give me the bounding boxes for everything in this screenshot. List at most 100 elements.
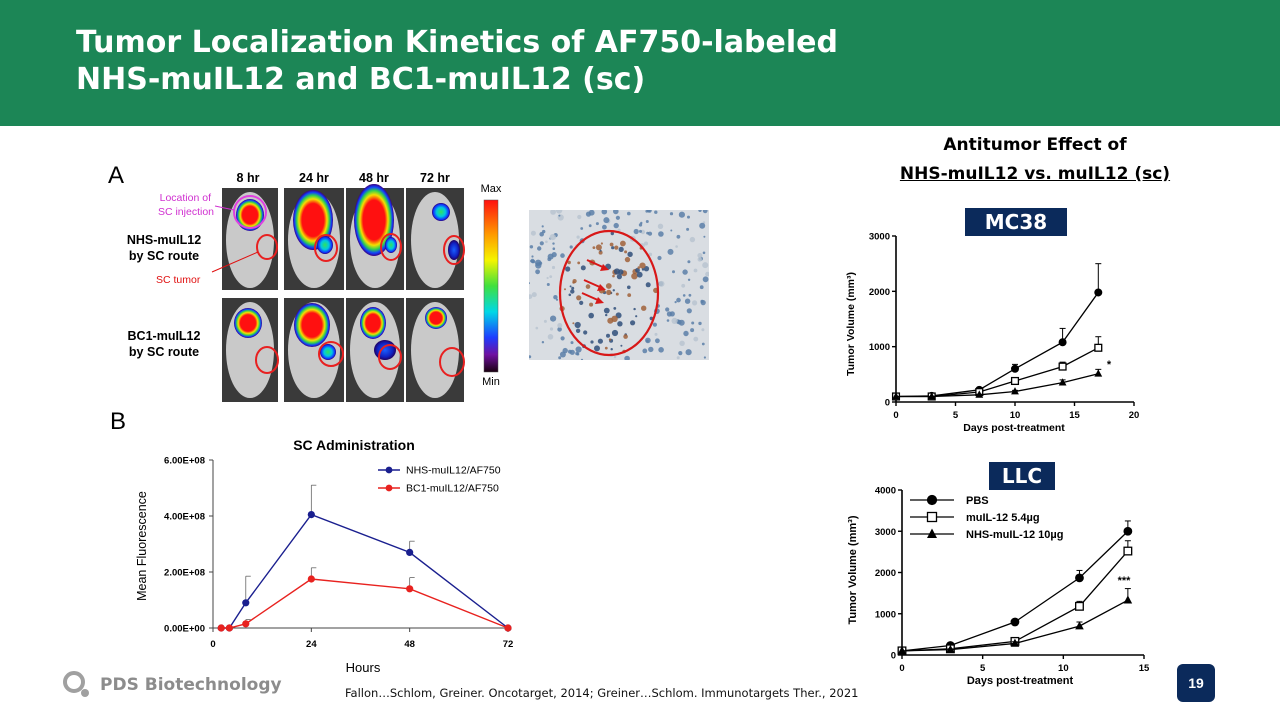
tissue-cell (537, 246, 542, 251)
tissue-cell (529, 294, 533, 299)
tissue-cell (627, 293, 632, 297)
tissue-cell (613, 355, 617, 359)
data-point (926, 511, 938, 523)
legend-label: NHS-muIL-12 10µg (966, 529, 1063, 541)
x-tick-label: 10 (1058, 663, 1069, 674)
color-scale-bar (483, 199, 499, 373)
tissue-cell (609, 242, 614, 247)
x-tick-label: 10 (1010, 410, 1021, 421)
tissue-cell (648, 252, 653, 257)
y-tick-label: 1000 (875, 609, 896, 620)
tissue-cell (697, 257, 702, 262)
tissue-cell (689, 236, 696, 243)
tissue-cell (647, 231, 653, 236)
tissue-cell (606, 333, 610, 338)
tissue-cell (568, 293, 572, 297)
series-line (901, 550, 1129, 652)
tissue-cell (557, 323, 563, 328)
tissue-cell (557, 327, 562, 332)
data-point (504, 624, 512, 632)
tissue-cell (652, 322, 657, 327)
data-point (897, 646, 907, 655)
tissue-cell (682, 269, 688, 275)
data-point (927, 392, 936, 400)
tissue-cell (671, 317, 678, 324)
tissue-cell (670, 229, 673, 232)
tissue-cell (583, 330, 588, 335)
y-tick-label: 3000 (869, 232, 890, 243)
tissue-cell (543, 319, 547, 323)
tissue-cell (666, 319, 670, 322)
y-tick-label: 4.00E+08 (164, 512, 205, 523)
tissue-cell (676, 297, 681, 303)
mouse-image-bc1-24hr (284, 298, 344, 402)
series-line (896, 347, 1099, 398)
tissue-cell (688, 293, 692, 297)
tissue-cell (620, 240, 626, 247)
y-tick-label: 2.00E+08 (164, 568, 205, 579)
tissue-cell (633, 228, 639, 235)
tissue-cell (654, 210, 658, 214)
tissue-cell (639, 262, 646, 269)
tissue-cell (576, 235, 580, 239)
tissue-cell (667, 248, 674, 255)
tissue-cell (568, 349, 572, 354)
tumor-circle (255, 346, 279, 374)
tissue-cell (698, 210, 702, 212)
tissue-cell (576, 295, 582, 301)
tissue-cell (615, 215, 620, 220)
tissue-cell (679, 340, 685, 346)
data-point (1058, 362, 1067, 371)
tissue-cell (530, 230, 536, 236)
tissue-cell (682, 294, 686, 297)
series-line (901, 530, 1129, 652)
tumor-circle (256, 234, 278, 260)
tissue-cell (686, 308, 692, 314)
tissue-cell (602, 224, 607, 230)
tissue-cell (676, 234, 681, 239)
tissue-cell (678, 211, 685, 218)
tissue-cell (558, 214, 561, 217)
y-tick-label: 2000 (869, 287, 890, 298)
tissue-cell (541, 225, 544, 228)
tissue-cell (658, 347, 664, 353)
legend-label: NHS-muIL12/AF750 (406, 465, 501, 477)
tissue-cell (605, 283, 612, 289)
tumor-annotation: SC tumor (156, 274, 201, 286)
tumor-circle (443, 235, 465, 265)
tissue-cell (613, 210, 619, 215)
tissue-cell (574, 321, 581, 329)
tissue-cell (569, 245, 573, 249)
y-axis-label: Mean Fluorescence (135, 491, 149, 601)
x-tick-label: 0 (893, 410, 898, 421)
x-axis-label: Days post-treatment (967, 675, 1074, 687)
tissue-cell (598, 250, 603, 255)
data-point (892, 392, 900, 400)
x-tick-label: 48 (404, 639, 415, 650)
tissue-cell (665, 307, 670, 312)
llc-tumor-volume-chart: Tumor Volume (mm³) Days post-treatment 0… (847, 486, 1150, 688)
tissue-cell (595, 222, 599, 226)
tissue-cell (698, 321, 702, 326)
data-point (1094, 343, 1103, 352)
series-line (221, 578, 509, 629)
tissue-cell (683, 330, 689, 337)
x-tick-label: 15 (1069, 410, 1080, 421)
tissue-cell (624, 355, 630, 360)
x-tick-label: 72 (503, 639, 514, 650)
y-axis-label: Tumor Volume (mm³) (847, 515, 859, 624)
y-tick-label: 1000 (869, 342, 890, 353)
tissue-cell (635, 267, 640, 273)
tissue-cell (585, 284, 591, 289)
significance-label: *** (1118, 575, 1132, 587)
tissue-cell (539, 241, 544, 246)
tissue-cell (569, 285, 572, 288)
tissue-cell (613, 307, 617, 310)
tissue-cell (549, 327, 554, 331)
tissue-cell (687, 260, 691, 264)
data-point (307, 575, 315, 583)
row1-label-line1: NHS-muIL12 (127, 233, 201, 247)
tissue-cell (646, 339, 649, 343)
data-point (307, 511, 315, 519)
data-point (1011, 364, 1020, 373)
